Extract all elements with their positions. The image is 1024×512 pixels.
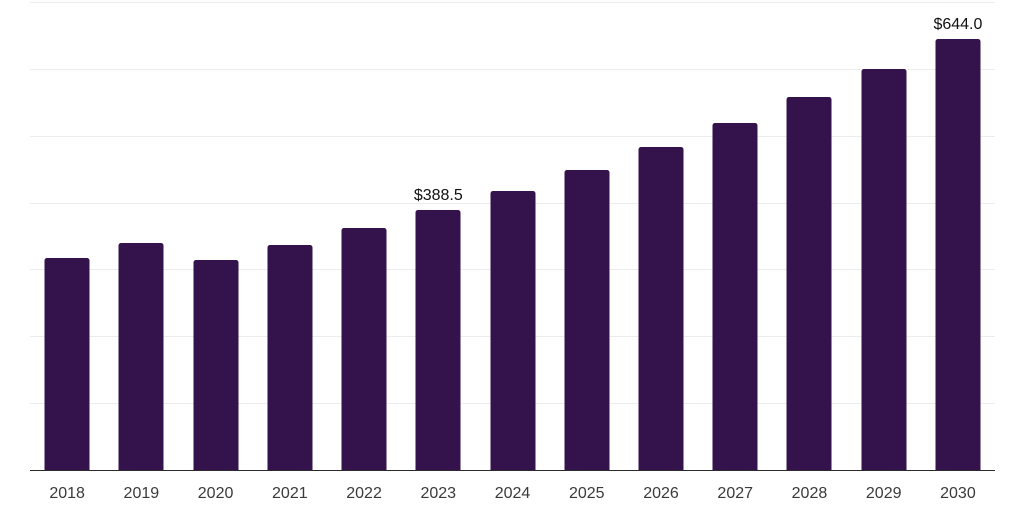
bar-slot-2024 xyxy=(475,2,549,470)
x-tick-2018: 2018 xyxy=(49,484,85,502)
gridline-600 xyxy=(30,68,995,70)
bar-2022 xyxy=(341,228,387,470)
x-tick-2023: 2023 xyxy=(420,484,457,502)
x-tick-2029: 2029 xyxy=(865,484,902,502)
bar-2028 xyxy=(786,97,832,470)
bar-slot-2028 xyxy=(772,2,846,470)
bar-slot-2018 xyxy=(30,2,104,470)
bar-slot-2019 xyxy=(104,2,178,470)
x-tick-2019: 2019 xyxy=(123,484,160,502)
plot-area: $388.5 $644.0 xyxy=(30,2,995,471)
bar-2027 xyxy=(712,123,758,470)
bar-2018 xyxy=(44,258,90,470)
x-tick-2021: 2021 xyxy=(272,484,308,502)
bar-2023 xyxy=(415,210,461,470)
bar-2030 xyxy=(935,39,981,470)
bar-value-label-2030: $644.0 xyxy=(933,16,983,34)
bar-2025 xyxy=(564,169,610,470)
bar-2020 xyxy=(193,260,239,470)
x-tick-2027: 2027 xyxy=(717,484,754,502)
bar-slot-2021 xyxy=(253,2,327,470)
x-tick-2028: 2028 xyxy=(791,484,828,502)
gridline-500 xyxy=(30,135,995,137)
gridline-700 xyxy=(30,2,995,3)
bar-slot-2025 xyxy=(550,2,624,470)
bars-row: $388.5 $644.0 xyxy=(30,2,995,470)
x-tick-2025: 2025 xyxy=(568,484,605,502)
x-tick-2030: 2030 xyxy=(940,484,976,502)
bar-2029 xyxy=(861,69,907,470)
x-tick-2024: 2024 xyxy=(494,484,531,502)
bar-slot-2023: $388.5 xyxy=(401,2,475,470)
bar-value-label-2023: $388.5 xyxy=(413,187,463,205)
bar-slot-2029 xyxy=(847,2,921,470)
bar-2019 xyxy=(118,242,164,470)
bar-2026 xyxy=(638,147,684,470)
bar-slot-2026 xyxy=(624,2,698,470)
bar-2024 xyxy=(490,190,536,470)
x-tick-2022: 2022 xyxy=(346,484,382,502)
x-tick-2026: 2026 xyxy=(643,484,679,502)
bar-2021 xyxy=(267,244,313,470)
bar-slot-2030: $644.0 xyxy=(921,2,995,470)
x-axis-tick-row: 2018 2019 2020 2021 2022 2023 2024 2025 2026 2027… xyxy=(30,472,995,502)
x-tick-2020: 2020 xyxy=(197,484,234,502)
bar-slot-2022 xyxy=(327,2,401,470)
bar-slot-2027 xyxy=(698,2,772,470)
bar-slot-2020 xyxy=(178,2,252,470)
